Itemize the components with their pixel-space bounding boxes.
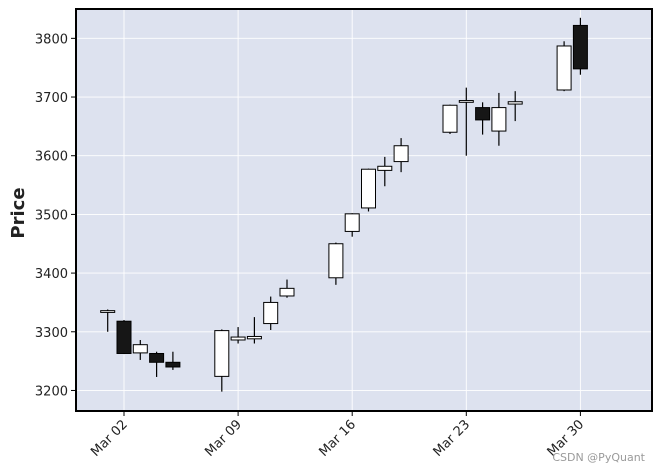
candle-body-up — [393, 145, 409, 163]
candle-body-down — [116, 320, 132, 354]
x-tick-label: Mar 02 — [88, 417, 131, 460]
candle — [442, 104, 458, 135]
y-tick-label: 3200 — [35, 384, 68, 399]
candle — [165, 351, 181, 370]
candle — [491, 92, 507, 146]
y-tick-label: 3800 — [35, 32, 68, 47]
candle — [377, 156, 393, 187]
candle-body-up — [344, 213, 360, 232]
y-tick-label: 3700 — [35, 91, 68, 106]
candle-body-down — [475, 107, 491, 121]
candle — [279, 279, 295, 298]
candle — [556, 41, 572, 92]
candle-body-up — [263, 301, 279, 325]
candle-body-up — [279, 287, 295, 297]
candle — [458, 87, 474, 156]
candle-body-up — [491, 107, 507, 132]
candle-body-down — [149, 352, 165, 363]
candle — [132, 339, 148, 360]
candle-body-down — [165, 361, 181, 368]
candle — [393, 138, 409, 173]
candle — [475, 102, 491, 135]
candles — [100, 17, 588, 392]
y-tick-label: 3500 — [35, 208, 68, 223]
plot-frame — [75, 8, 653, 412]
candle — [263, 296, 279, 331]
plot-area — [76, 9, 652, 411]
candle — [214, 329, 230, 392]
candle — [100, 309, 116, 332]
candle — [328, 242, 344, 285]
candle-body-up — [214, 330, 230, 377]
y-tick-label: 3600 — [35, 150, 68, 165]
candle-body-up — [230, 336, 246, 341]
candle-body-up — [442, 104, 458, 133]
candle-body-up — [132, 344, 148, 354]
candle — [230, 327, 246, 344]
y-tick-label: 3400 — [35, 267, 68, 282]
candle-body-up — [100, 310, 116, 313]
x-tick-label: Mar 09 — [202, 417, 245, 460]
candle — [344, 213, 360, 237]
candle — [116, 320, 132, 355]
candle — [361, 168, 376, 212]
x-axis-ticks: Mar 02 Mar 09 Mar 16 Mar 23 Mar 30 — [88, 411, 587, 460]
candle-body-up — [246, 335, 262, 340]
candle-body-down — [572, 24, 588, 70]
candle-body-up — [377, 165, 393, 171]
candle-body-up — [328, 243, 344, 279]
grid-lines — [76, 9, 652, 411]
candle-body-up — [361, 168, 376, 209]
candle — [507, 91, 523, 122]
candle-body-up — [507, 101, 523, 105]
x-tick-label: Mar 16 — [316, 417, 359, 460]
y-tick-label: 3300 — [35, 326, 68, 341]
y-axis-label: Price — [8, 187, 29, 238]
candle — [149, 351, 165, 377]
candle-body-up — [556, 45, 572, 91]
candle — [246, 317, 262, 344]
candle-body-up — [458, 100, 474, 103]
watermark-text: CSDN @PyQuant — [552, 451, 645, 464]
x-tick-label: Mar 23 — [431, 417, 474, 460]
y-axis-ticks: 3200 3300 3400 3500 3600 3700 3800 — [35, 32, 76, 399]
candle — [572, 17, 588, 75]
